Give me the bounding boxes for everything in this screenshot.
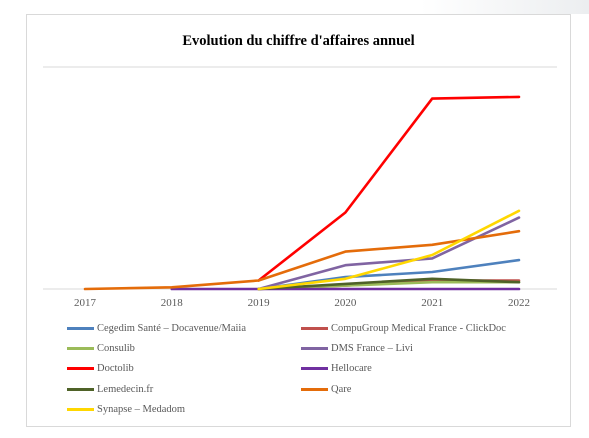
x-tick-label: 2020 <box>334 297 357 309</box>
series-line-8 <box>257 209 521 291</box>
legend-label: Qare <box>331 383 352 395</box>
plot-area: 2017 2018 2019 2020 2021 2022 <box>43 66 557 309</box>
series-line-6 <box>257 277 521 291</box>
legend-item: Synapse – Medadom <box>67 399 295 419</box>
legend-item: CompuGroup Medical France - ClickDoc <box>301 318 531 338</box>
legend-swatch <box>67 367 94 371</box>
legend-label: Doctolib <box>97 363 134 375</box>
legend-label: Lemedecin.fr <box>97 383 154 395</box>
legend-label: CompuGroup Medical France - ClickDoc <box>331 322 506 334</box>
legend: Cegedim Santé – Docavenue/Maiia CompuGrou… <box>67 318 547 419</box>
legend-label: Cegedim Santé – Docavenue/Maiia <box>97 322 246 334</box>
x-tick-label: 2019 <box>248 297 271 309</box>
chart-container: Evolution du chiffre d'affaires annuel 2… <box>26 14 571 427</box>
series-line-4 <box>257 95 521 282</box>
x-tick-label: 2022 <box>508 297 530 309</box>
legend-swatch <box>67 326 94 330</box>
legend-item: Consulib <box>67 338 295 358</box>
legend-swatch <box>67 346 94 350</box>
x-tick-label: 2017 <box>74 297 97 309</box>
legend-item: DMS France – Livi <box>301 338 531 358</box>
legend-swatch <box>301 367 328 371</box>
x-tick-group: 2017 2018 2019 2020 2021 2022 <box>74 297 530 309</box>
legend-item: Qare <box>301 379 531 399</box>
series-group <box>83 95 521 291</box>
legend-label: DMS France – Livi <box>331 342 413 354</box>
legend-item: Lemedecin.fr <box>67 379 295 399</box>
legend-item: Cegedim Santé – Docavenue/Maiia <box>67 318 295 338</box>
legend-swatch <box>301 326 328 330</box>
legend-swatch <box>301 387 328 391</box>
legend-swatch <box>301 346 328 350</box>
legend-item: Hellocare <box>301 359 531 379</box>
legend-swatch <box>67 387 94 391</box>
x-tick-label: 2018 <box>161 297 184 309</box>
background-shade <box>420 0 589 14</box>
legend-label: Consulib <box>97 342 135 354</box>
chart-title: Evolution du chiffre d'affaires annuel <box>182 33 415 49</box>
series-line-3 <box>257 216 521 291</box>
series-line-7 <box>83 229 521 291</box>
legend-label: Hellocare <box>331 363 372 375</box>
legend-item: Doctolib <box>67 359 295 379</box>
legend-swatch <box>67 407 94 411</box>
legend-label: Synapse – Medadom <box>97 403 186 415</box>
x-tick-label: 2021 <box>421 297 443 309</box>
